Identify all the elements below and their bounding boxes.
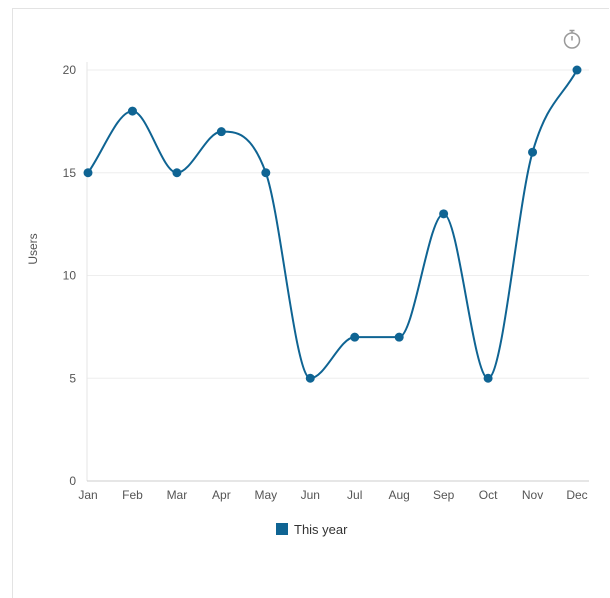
x-tick-label: May	[254, 488, 277, 502]
x-tick-label: Aug	[389, 488, 410, 502]
legend-label: This year	[294, 521, 348, 537]
data-point-nov[interactable]	[528, 147, 538, 157]
data-point-feb[interactable]	[127, 106, 137, 116]
y-tick-label: 0	[69, 474, 76, 488]
x-tick-label: Feb	[122, 488, 143, 502]
data-point-apr[interactable]	[216, 127, 226, 137]
x-tick-label: Dec	[566, 488, 587, 502]
data-point-sep[interactable]	[439, 209, 449, 219]
series-layer	[83, 65, 582, 383]
series-line-this-year	[87, 69, 578, 380]
x-tick-label: Mar	[167, 488, 188, 502]
legend-item-this-year[interactable]: This year	[276, 520, 347, 538]
x-tick-label: Nov	[522, 488, 543, 502]
y-tick-label: 20	[63, 63, 77, 77]
y-tick-label: 15	[63, 166, 77, 180]
data-point-may[interactable]	[261, 168, 271, 178]
data-point-jan[interactable]	[83, 168, 93, 178]
x-tick-label: Apr	[212, 488, 231, 502]
y-tick-label: 5	[69, 371, 76, 385]
data-point-jul[interactable]	[350, 332, 360, 342]
data-point-oct[interactable]	[483, 373, 493, 383]
data-point-dec[interactable]	[572, 65, 582, 75]
x-tick-label: Jun	[301, 488, 320, 502]
timer-icon[interactable]	[561, 28, 583, 50]
data-point-jun[interactable]	[305, 373, 315, 383]
x-tick-label: Jul	[347, 488, 362, 502]
y-axis-title: Users	[26, 233, 40, 264]
grid-lines	[87, 69, 589, 379]
chart-card	[12, 8, 609, 598]
y-tick-label: 10	[63, 269, 77, 283]
data-point-mar[interactable]	[172, 168, 182, 178]
y-tick-labels: 0 5 10 15 20	[63, 63, 77, 488]
data-point-aug[interactable]	[394, 332, 404, 342]
x-tick-labels: Jan Feb Mar Apr May Jun Jul Aug Sep Oct Nov Dec	[78, 488, 587, 502]
legend-swatch	[276, 523, 288, 535]
x-tick-label: Oct	[479, 488, 498, 502]
x-tick-label: Jan	[78, 488, 97, 502]
x-tick-label: Sep	[433, 488, 455, 502]
axes	[86, 62, 589, 482]
